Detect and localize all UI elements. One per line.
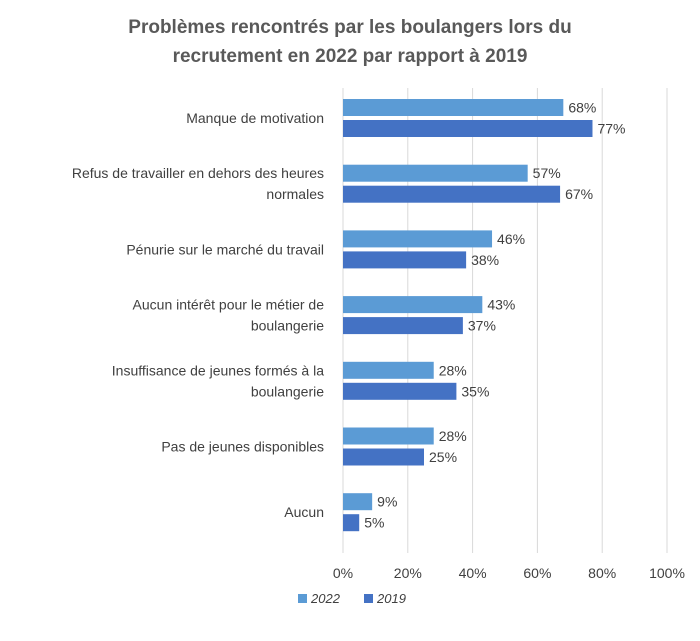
data-label-2019: 77% xyxy=(597,121,625,137)
category-label: Manque de motivation xyxy=(186,110,324,126)
legend-label-2022: 2022 xyxy=(310,591,341,606)
category-label: Aucun xyxy=(284,504,324,520)
data-label-2022: 46% xyxy=(497,231,525,247)
category-label: boulangerie xyxy=(251,318,324,334)
category-label: Aucun intérêt pour le métier de xyxy=(133,297,325,313)
category-label: Insuffisance de jeunes formés à la xyxy=(112,362,324,378)
legend-label-2019: 2019 xyxy=(376,591,406,606)
legend-swatch-2019 xyxy=(364,594,373,603)
category-labels: Manque de motivation Refus de travailler … xyxy=(72,110,324,520)
bar-2022 xyxy=(343,296,483,314)
data-label-2019: 25% xyxy=(429,449,457,465)
x-tick-label: 80% xyxy=(588,565,616,581)
bar-2019 xyxy=(343,317,463,335)
bar-2019 xyxy=(343,251,467,269)
chart-title-line-1: Problèmes rencontrés par les boulangers … xyxy=(128,17,571,38)
data-label-2022: 43% xyxy=(487,297,515,313)
data-labels: 68%77% 57%67% 46% 38% 43% 37% 28% 35% 28% 25% 9% 5% xyxy=(364,100,625,531)
category-label: boulangerie xyxy=(251,383,324,399)
data-label-2022: 28% xyxy=(439,428,467,444)
bar-2022 xyxy=(343,99,564,116)
data-label-2022: 68% xyxy=(568,100,596,116)
bar-2022 xyxy=(343,230,493,248)
bar-2019 xyxy=(343,120,593,137)
data-label-2019: 37% xyxy=(468,318,496,334)
bar-2019 xyxy=(343,514,360,532)
x-tick-label: 100% xyxy=(649,565,685,581)
bar-2022 xyxy=(343,361,434,379)
legend: 2022 2019 xyxy=(298,591,406,606)
data-label-2022: 57% xyxy=(533,165,561,181)
data-label-2019: 35% xyxy=(461,383,489,399)
bar-2019 xyxy=(343,382,457,400)
bars xyxy=(343,99,593,532)
data-label-2019: 67% xyxy=(565,186,593,202)
bar-2019 xyxy=(343,185,561,203)
x-tick-label: 40% xyxy=(459,565,487,581)
x-tick-label: 0% xyxy=(333,565,353,581)
legend-swatch-2022 xyxy=(298,594,307,603)
chart-title-line-2: recrutement en 2022 par rapport à 2019 xyxy=(173,46,528,67)
x-axis-ticks: 0% 20% 40% 60% 80% 100% xyxy=(333,565,685,581)
bar-2019 xyxy=(343,448,424,466)
data-label-2022: 28% xyxy=(439,362,467,378)
data-label-2019: 38% xyxy=(471,252,499,268)
bar-2022 xyxy=(343,427,434,445)
bar-2022 xyxy=(343,493,373,511)
data-label-2022: 9% xyxy=(377,494,397,510)
x-tick-label: 60% xyxy=(523,565,551,581)
bar-2022 xyxy=(343,164,528,182)
x-tick-label: 20% xyxy=(394,565,422,581)
category-label: Refus de travailler en dehors des heures xyxy=(72,165,324,181)
category-label: Pénurie sur le marché du travail xyxy=(126,241,324,257)
category-label: normales xyxy=(266,186,324,202)
data-label-2019: 5% xyxy=(364,515,384,531)
category-label: Pas de jeunes disponibles xyxy=(161,439,324,455)
